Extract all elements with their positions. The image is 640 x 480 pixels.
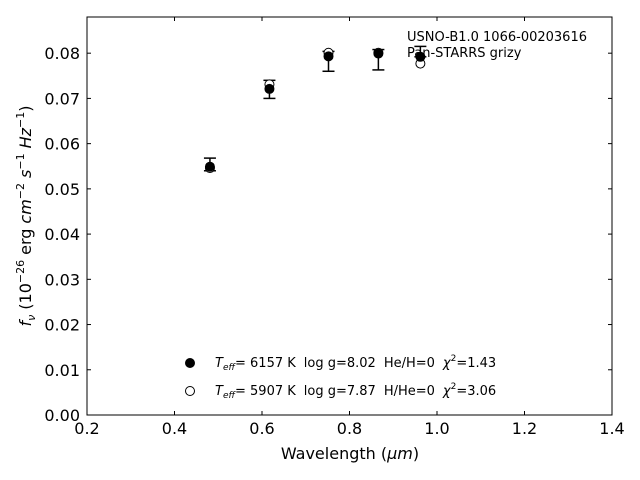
- y-axis: 0.00 0.01 0.02 0.03 0.04 0.05 0.06 0.07 0.08: [44, 44, 612, 425]
- x-tick-label: 0.6: [249, 419, 274, 438]
- legend-marker-filled: [185, 358, 195, 368]
- y-tick-label: 0.02: [44, 316, 80, 335]
- y-axis-label: fν(10−26ergcm−2s−1Hz−1): [14, 106, 38, 327]
- y-tick-label: 0.05: [44, 180, 80, 199]
- x-tick-label: 0.4: [162, 419, 187, 438]
- legend-marker-open: [185, 386, 195, 396]
- x-axis: 0.2 0.4 0.6 0.8 1.0 1.2 1.4: [74, 17, 625, 438]
- point-filled: [204, 161, 215, 172]
- y-tick-label: 0.08: [44, 44, 80, 63]
- y-tick-label: 0.04: [44, 225, 80, 244]
- x-tick-label: 1.0: [424, 419, 449, 438]
- error-bars: [203, 45, 427, 172]
- point-filled: [373, 48, 384, 59]
- data-points: [204, 47, 426, 174]
- x-tick-label: 0.2: [74, 419, 99, 438]
- y-tick-label: 0.03: [44, 270, 80, 289]
- y-tick-label: 0.00: [44, 406, 80, 425]
- point-filled: [264, 83, 275, 94]
- y-tick-label: 0.07: [44, 89, 80, 108]
- annotation-object-id: USNO-B1.0 1066-00203616: [407, 30, 587, 45]
- x-tick-label: 1.2: [512, 419, 537, 438]
- x-tick-label: 0.8: [337, 419, 362, 438]
- y-tick-label: 0.06: [44, 135, 80, 154]
- x-tick-label: 1.4: [599, 419, 624, 438]
- x-axis-label: Wavelength (μm): [281, 444, 419, 463]
- point-filled: [323, 51, 334, 62]
- annotation-survey: Pan-STARRS grizy: [407, 46, 522, 61]
- y-tick-label: 0.01: [44, 361, 80, 380]
- point-filled: [415, 51, 426, 62]
